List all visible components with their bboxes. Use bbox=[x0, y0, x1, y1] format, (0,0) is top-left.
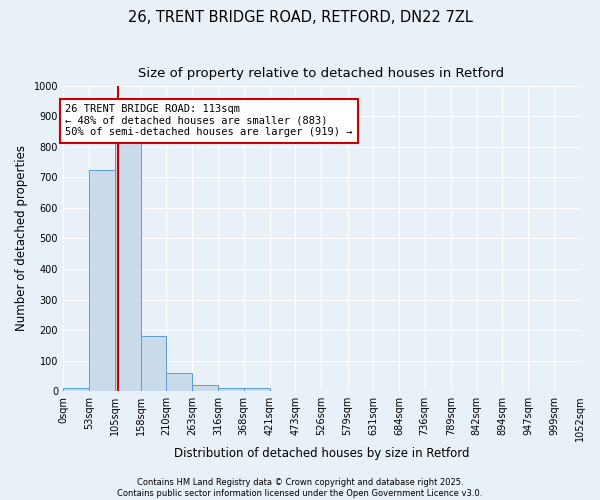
Text: 26, TRENT BRIDGE ROAD, RETFORD, DN22 7ZL: 26, TRENT BRIDGE ROAD, RETFORD, DN22 7ZL bbox=[128, 10, 472, 25]
Bar bbox=[192, 385, 218, 391]
Bar bbox=[166, 373, 192, 391]
Text: 26 TRENT BRIDGE ROAD: 113sqm
← 48% of detached houses are smaller (883)
50% of s: 26 TRENT BRIDGE ROAD: 113sqm ← 48% of de… bbox=[65, 104, 353, 138]
Title: Size of property relative to detached houses in Retford: Size of property relative to detached ho… bbox=[139, 68, 505, 80]
Bar bbox=[115, 138, 140, 391]
Bar bbox=[63, 388, 89, 391]
X-axis label: Distribution of detached houses by size in Retford: Distribution of detached houses by size … bbox=[174, 447, 469, 460]
Bar bbox=[244, 388, 270, 391]
Text: Contains HM Land Registry data © Crown copyright and database right 2025.
Contai: Contains HM Land Registry data © Crown c… bbox=[118, 478, 482, 498]
Bar bbox=[140, 336, 166, 391]
Y-axis label: Number of detached properties: Number of detached properties bbox=[15, 146, 28, 332]
Bar bbox=[89, 170, 115, 391]
Bar bbox=[218, 388, 244, 391]
